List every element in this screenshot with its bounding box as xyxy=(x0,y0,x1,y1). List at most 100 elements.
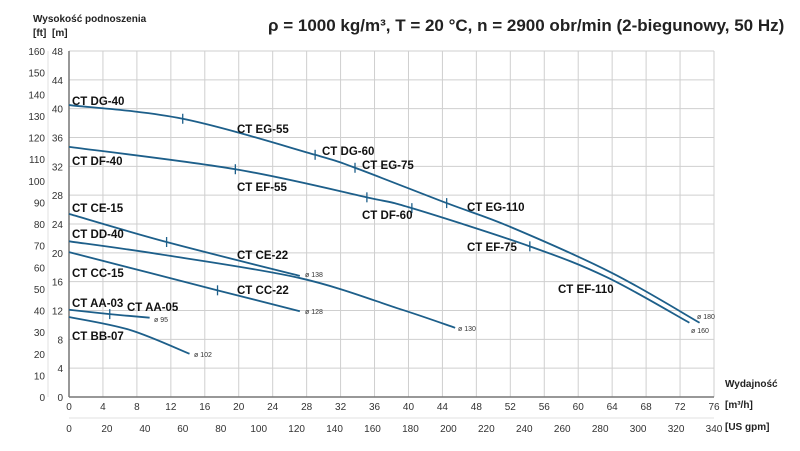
x-tick-label-m3h: 28 xyxy=(301,402,313,413)
model-label: CT EF-55 xyxy=(237,182,287,194)
x-tick-label-gpm: 180 xyxy=(402,424,419,435)
x-tick-label-gpm: 320 xyxy=(668,424,685,435)
model-label: CT DF-40 xyxy=(72,156,122,168)
y-tick-label-ft: 60 xyxy=(34,263,46,274)
x-tick-label-m3h: 44 xyxy=(437,402,449,413)
model-label: CT EF-110 xyxy=(558,284,614,296)
pump-curve xyxy=(68,240,456,329)
pump-curve xyxy=(68,316,190,355)
impeller-diameter-label: ø 128 xyxy=(305,309,323,316)
y-tick-label-m: 8 xyxy=(57,335,63,346)
x-tick-label-gpm: 20 xyxy=(101,424,113,435)
x-tick-label-gpm: 40 xyxy=(139,424,151,435)
model-label: CT AA-03 xyxy=(72,298,123,310)
x-tick-label-gpm: 100 xyxy=(250,424,267,435)
x-tick-label-gpm: 140 xyxy=(326,424,343,435)
x-tick-label-m3h: 16 xyxy=(199,402,211,413)
model-label: CT DD-40 xyxy=(72,229,124,241)
model-label: CT DG-40 xyxy=(72,96,124,108)
y-tick-label-ft: 120 xyxy=(28,134,45,145)
impeller-diameter-label: ø 130 xyxy=(458,326,476,333)
model-label: CT DF-60 xyxy=(362,210,412,222)
y-tick-label-ft: 130 xyxy=(28,112,45,123)
impeller-diameter-label: ø 160 xyxy=(691,328,709,335)
x-tick-label-m3h: 32 xyxy=(335,402,347,413)
model-label: CT EG-110 xyxy=(467,202,525,214)
y-tick-label-m: 32 xyxy=(52,162,64,173)
y-tick-label-ft: 0 xyxy=(39,393,45,404)
x-tick-label-gpm: 80 xyxy=(215,424,227,435)
model-label: CT BB-07 xyxy=(72,331,124,343)
x-tick-label-m3h: 8 xyxy=(134,402,140,413)
x-tick-label-gpm: 160 xyxy=(364,424,381,435)
x-tick-label-m3h: 68 xyxy=(641,402,653,413)
x-tick-label-gpm: 300 xyxy=(630,424,647,435)
y-tick-label-m: 4 xyxy=(57,364,63,375)
x-tick-label-m3h: 24 xyxy=(267,402,279,413)
y-tick-label-ft: 90 xyxy=(34,198,46,209)
x-tick-label-m3h: 36 xyxy=(369,402,381,413)
y-tick-label-m: 36 xyxy=(52,134,64,145)
y-tick-label-ft: 10 xyxy=(34,371,46,382)
model-label: CT CC-22 xyxy=(237,285,289,297)
x-tick-label-m3h: 76 xyxy=(708,402,720,413)
x-tick-label-m3h: 12 xyxy=(165,402,177,413)
y-tick-label-ft: 70 xyxy=(34,242,46,253)
x-tick-label-gpm: 200 xyxy=(440,424,457,435)
x-tick-label-m3h: 64 xyxy=(607,402,619,413)
model-label: CT CE-15 xyxy=(72,203,124,215)
model-label: CT CE-22 xyxy=(237,250,288,262)
y-tick-label-m: 0 xyxy=(57,393,63,404)
x-tick-label-gpm: 240 xyxy=(516,424,533,435)
y-axis-unit-ft: [ft] xyxy=(33,28,47,39)
x-tick-label-m3h: 56 xyxy=(539,402,551,413)
y-tick-label-ft: 80 xyxy=(34,220,46,231)
model-label: CT EF-75 xyxy=(467,242,517,254)
x-tick-label-gpm: 280 xyxy=(592,424,609,435)
model-label: CT AA-05 xyxy=(127,302,179,314)
pump-curve xyxy=(68,213,301,277)
x-tick-label-gpm: 340 xyxy=(706,424,723,435)
y-tick-label-ft: 110 xyxy=(29,155,45,166)
model-label: CT DG-60 xyxy=(322,146,374,158)
y-tick-label-ft: 100 xyxy=(28,177,45,188)
x-axis-unit-gpm: [US gpm] xyxy=(725,422,770,433)
model-label: CT CC-15 xyxy=(72,268,124,280)
y-tick-label-ft: 40 xyxy=(34,307,46,318)
x-tick-label-m3h: 4 xyxy=(100,402,106,413)
x-tick-label-m3h: 20 xyxy=(233,402,245,413)
x-tick-label-gpm: 220 xyxy=(478,424,495,435)
x-tick-label-m3h: 40 xyxy=(403,402,415,413)
y-axis-unit-m: [m] xyxy=(52,28,68,39)
x-axis-unit-m3h: [m³/h] xyxy=(725,400,753,411)
y-tick-label-m: 16 xyxy=(52,278,64,289)
x-tick-label-gpm: 0 xyxy=(66,424,72,435)
y-tick-label-ft: 160 xyxy=(28,47,45,58)
x-tick-label-m3h: 60 xyxy=(573,402,585,413)
pump-curve xyxy=(68,251,301,313)
y-tick-label-ft: 20 xyxy=(34,350,46,361)
y-tick-label-ft: 150 xyxy=(28,69,45,80)
y-tick-label-m: 12 xyxy=(52,307,64,318)
x-tick-label-gpm: 60 xyxy=(177,424,189,435)
model-label: CT EG-75 xyxy=(362,160,414,172)
y-tick-label-ft: 50 xyxy=(34,285,46,296)
y-tick-label-ft: 140 xyxy=(28,90,45,101)
y-axis-label: Wysokość podnoszenia xyxy=(33,14,147,25)
y-tick-label-m: 20 xyxy=(52,249,64,260)
y-tick-label-m: 24 xyxy=(52,220,64,231)
x-tick-label-gpm: 120 xyxy=(288,424,305,435)
impeller-diameter-label: ø 95 xyxy=(154,317,168,324)
y-tick-label-m: 48 xyxy=(52,47,64,58)
pump-curve xyxy=(68,104,701,324)
x-axis-label: Wydajność xyxy=(725,379,778,390)
y-tick-label-m: 28 xyxy=(52,191,64,202)
impeller-diameter-label: ø 138 xyxy=(305,272,323,279)
impeller-diameter-label: ø 180 xyxy=(697,314,715,321)
impeller-diameter-label: ø 102 xyxy=(194,352,212,359)
chart-title: ρ = 1000 kg/m³, T = 20 °C, n = 2900 obr/… xyxy=(268,16,785,35)
y-tick-label-ft: 30 xyxy=(34,328,46,339)
model-label: CT EG-55 xyxy=(237,124,289,136)
y-tick-label-m: 40 xyxy=(52,105,64,116)
